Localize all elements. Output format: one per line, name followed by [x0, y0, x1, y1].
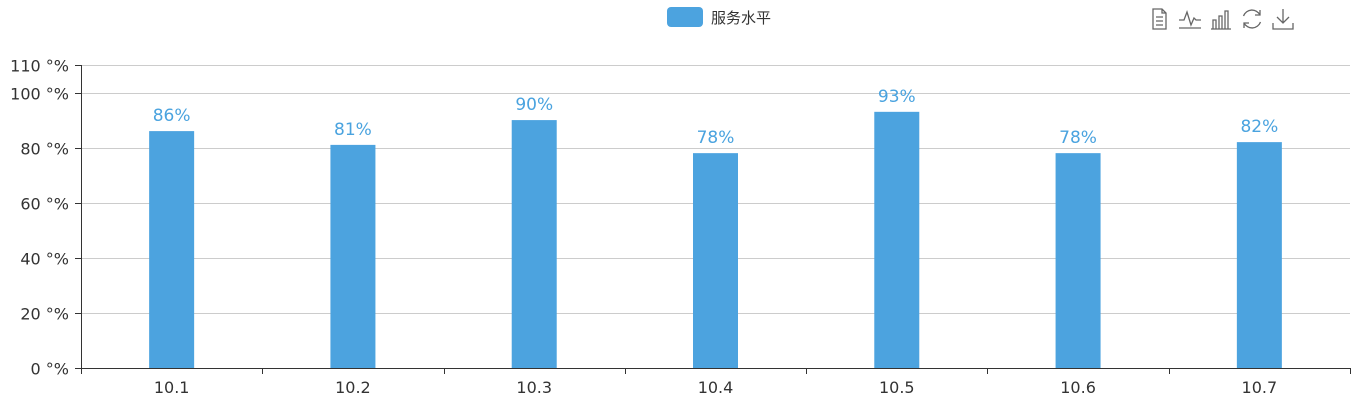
- bar[interactable]: [1055, 153, 1101, 368]
- legend-label: 服务水平: [711, 8, 772, 27]
- legend[interactable]: 服务水平: [667, 6, 771, 28]
- data-label: 90%: [515, 95, 553, 115]
- data-labels: 86% 81% 90% 78% 93% 78% 82%: [153, 87, 1279, 148]
- y-tick-label: 20 °%: [20, 305, 69, 324]
- x-axis: 10.1 10.2 10.3 10.4 10.5 10.6 10.7: [81, 368, 1351, 397]
- data-label: 81%: [334, 120, 372, 140]
- restore-icon[interactable]: [1239, 6, 1265, 32]
- data-label: 78%: [1059, 128, 1097, 148]
- data-label: 93%: [878, 87, 916, 107]
- bars: [149, 111, 1282, 368]
- x-tick-label: 10.5: [879, 378, 915, 397]
- bar[interactable]: [511, 120, 557, 368]
- bar[interactable]: [330, 144, 376, 368]
- x-tick-label: 10.2: [335, 378, 371, 397]
- toolbox: [1146, 6, 1296, 32]
- data-label: 78%: [697, 128, 735, 148]
- x-tick-label: 10.4: [698, 378, 734, 397]
- bar[interactable]: [149, 131, 195, 368]
- line-chart-icon[interactable]: [1177, 6, 1203, 32]
- x-tick-label: 10.1: [154, 378, 190, 397]
- y-tick-label: 0 °%: [31, 360, 69, 379]
- y-tick-label: 60 °%: [20, 195, 69, 214]
- y-tick-label: 40 °%: [20, 250, 69, 269]
- bar-chart-icon[interactable]: [1208, 6, 1234, 32]
- data-label: 82%: [1240, 117, 1278, 137]
- y-tick-label: 80 °%: [20, 140, 69, 159]
- save-image-icon[interactable]: [1270, 6, 1296, 32]
- data-view-icon[interactable]: [1146, 6, 1172, 32]
- y-axis: 0 °% 20 °% 40 °% 60 °% 80 °% 100 °% 110 °%: [10, 57, 82, 379]
- x-tick-label: 10.7: [1242, 378, 1278, 397]
- x-tick-label: 10.6: [1060, 378, 1096, 397]
- bar[interactable]: [1236, 142, 1282, 368]
- bar[interactable]: [693, 153, 738, 368]
- legend-swatch: [667, 7, 703, 27]
- data-label: 86%: [153, 106, 191, 126]
- bar[interactable]: [874, 111, 920, 368]
- y-tick-label: 100 °%: [10, 85, 69, 104]
- y-tick-label: 110 °%: [10, 57, 69, 76]
- x-tick-label: 10.3: [516, 378, 552, 397]
